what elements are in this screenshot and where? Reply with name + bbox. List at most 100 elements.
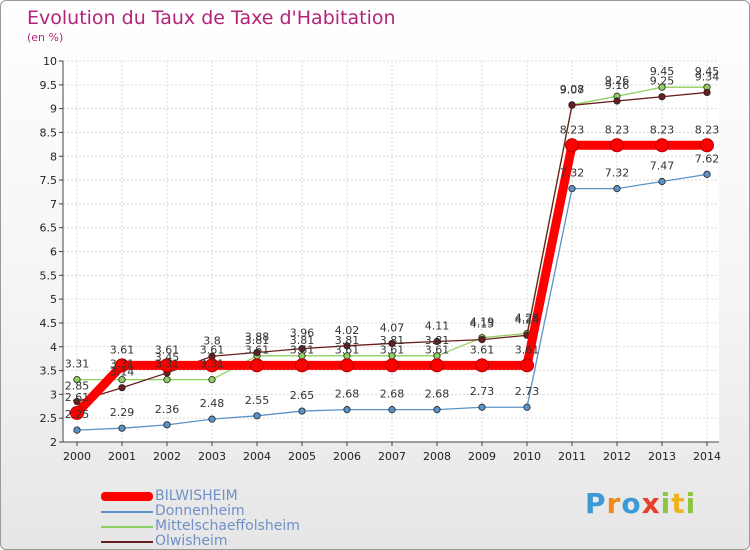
x-tick-label: 2007 [378,450,406,463]
data-point-mittelschaeffolsheim [118,376,126,384]
y-tick-label: 7.5 [40,174,58,187]
data-point-bilwisheim [70,405,84,420]
data-point-bilwisheim [475,358,489,373]
data-label-bilwisheim: 3.61 [380,343,405,356]
data-point-donnenheim [118,424,126,432]
data-label-donnenheim: 2.68 [380,388,405,401]
x-tick-label: 2006 [333,450,361,463]
data-point-mittelschaeffolsheim [73,376,81,384]
x-tick-label: 2005 [288,450,316,463]
data-label-olwisheim: 2.85 [65,380,90,393]
data-label-donnenheim: 7.47 [650,159,675,172]
data-label-olwisheim: 3.45 [155,351,180,364]
x-tick-label: 2013 [648,450,676,463]
data-label-mittelschaeffolsheim: 9.26 [605,74,630,87]
data-label-donnenheim: 2.65 [290,389,315,402]
data-label-bilwisheim: 3.61 [290,343,315,356]
x-tick-label: 2002 [153,450,181,463]
data-label-bilwisheim: 3.61 [110,343,135,356]
data-point-bilwisheim [520,358,534,373]
data-label-mittelschaeffolsheim: 9.08 [560,83,585,96]
data-point-donnenheim [568,185,576,193]
y-tick-label: 7 [50,198,57,211]
data-label-bilwisheim: 3.61 [155,343,180,356]
data-label-olwisheim: 3.14 [110,366,135,379]
data-point-bilwisheim [700,138,714,153]
data-label-bilwisheim: 3.61 [470,343,495,356]
x-tick-label: 2011 [558,450,586,463]
x-tick-label: 2001 [108,450,136,463]
legend-label-mittelschaeffolsheim: Mittelschaeffolsheim [155,518,300,534]
x-tick-label: 2008 [423,450,451,463]
legend-swatch-olwisheim [101,541,153,543]
legend-swatch-mittelschaeffolsheim [101,526,153,528]
legend-swatch-donnenheim [101,511,153,513]
data-point-donnenheim [433,406,441,414]
data-label-bilwisheim: 8.23 [560,123,585,136]
data-point-donnenheim [478,403,486,411]
data-point-donnenheim [253,412,261,420]
data-point-olwisheim [613,97,621,105]
data-point-olwisheim [73,397,81,406]
data-label-donnenheim: 7.62 [695,152,720,165]
data-label-donnenheim: 2.68 [335,388,360,401]
data-label-bilwisheim: 3.61 [425,343,450,356]
data-point-bilwisheim [610,138,624,153]
y-tick-label: 6.5 [40,222,58,235]
x-tick-label: 2012 [603,450,631,463]
data-point-bilwisheim [430,358,444,373]
data-label-mittelschaeffolsheim: 3.81 [245,334,270,347]
data-label-donnenheim: 2.73 [515,385,540,398]
data-label-donnenheim: 2.68 [425,388,450,401]
data-label-olwisheim: 4.11 [425,320,450,333]
data-point-bilwisheim [160,358,174,373]
proxiti-logo: Proxiti [585,487,696,520]
x-tick-label: 2010 [513,450,541,463]
data-point-bilwisheim [205,358,219,373]
data-point-donnenheim [388,406,396,414]
y-tick-label: 4.5 [40,317,58,330]
data-label-olwisheim: 9.25 [650,75,675,88]
data-label-mittelschaeffolsheim: 3.81 [425,334,450,347]
logo-letter-t: t [671,487,686,520]
data-label-donnenheim: 2.25 [65,408,90,421]
y-tick-label: 10 [43,55,57,68]
legend-swatch-bilwisheim [101,492,153,501]
y-tick-label: 3 [50,388,57,401]
data-point-donnenheim [163,421,171,429]
data-label-mittelschaeffolsheim: 3.31 [155,358,180,371]
data-label-bilwisheim: 8.23 [605,123,630,136]
data-label-bilwisheim: 8.23 [650,123,675,136]
data-point-olwisheim [568,101,576,109]
data-point-bilwisheim [340,358,354,373]
data-point-olwisheim [478,336,486,344]
chart-title: Evolution du Taux de Taxe d'Habitation [27,7,396,29]
x-tick-label: 2004 [243,450,271,463]
data-point-mittelschaeffolsheim [208,376,216,384]
data-label-mittelschaeffolsheim: 3.81 [335,334,360,347]
data-label-mittelschaeffolsheim: 4.28 [515,311,540,324]
data-point-olwisheim [118,384,126,392]
data-label-mittelschaeffolsheim: 3.81 [290,334,315,347]
y-tick-label: 5 [50,293,57,306]
logo-letter-r: r [606,487,622,520]
x-tick-label: 2014 [693,450,721,463]
data-label-bilwisheim: 8.23 [695,123,720,136]
y-tick-label: 5.5 [40,269,58,282]
data-label-olwisheim: 3.96 [290,327,315,340]
data-point-bilwisheim [250,358,264,373]
data-label-olwisheim: 9.07 [560,83,585,96]
y-tick-label: 2.5 [40,412,58,425]
y-tick-label: 8 [50,150,57,163]
x-tick-label: 2000 [63,450,91,463]
x-tick-label: 2003 [198,450,226,463]
data-label-bilwisheim: 3.61 [515,343,540,356]
y-tick-label: 3.5 [40,365,58,378]
data-point-donnenheim [343,406,351,414]
data-label-donnenheim: 2.36 [155,403,180,416]
y-tick-label: 8.5 [40,126,58,139]
data-label-mittelschaeffolsheim: 3.31 [200,358,225,371]
data-label-olwisheim: 3.8 [203,334,221,347]
data-label-bilwisheim: 3.61 [335,343,360,356]
